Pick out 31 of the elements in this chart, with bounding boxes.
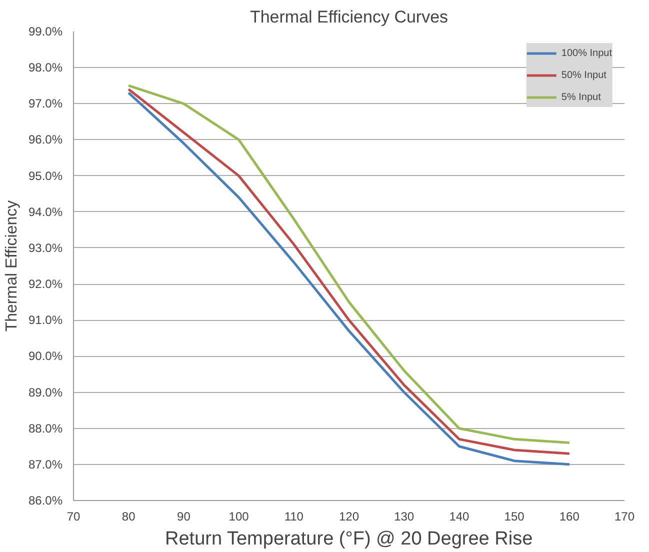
y-tick-label: 90.0% [28,349,63,364]
x-tick-label: 160 [559,510,580,524]
y-tick-label: 86.0% [28,494,63,508]
y-axis-title: Thermal Efficiency [3,200,20,332]
x-tick-label: 100 [228,510,250,524]
x-tick-label: 140 [449,510,470,524]
x-axis-title: Return Temperature (°F) @ 20 Degree Rise [165,528,533,550]
y-tick-label: 93.0% [28,240,63,255]
chart-title: Thermal Efficiency Curves [250,8,448,26]
y-tick-label: 96.0% [28,132,63,147]
y-tick-label: 88.0% [28,421,63,436]
y-tick-label: 97.0% [28,96,63,111]
y-tick-label: 99.0% [28,24,63,38]
y-tick-label: 89.0% [28,385,63,400]
legend-label: 100% Input [561,48,612,58]
x-tick-label: 90 [177,510,191,524]
y-tick-label: 94.0% [28,204,63,219]
y-tick-label: 95.0% [28,168,63,183]
y-tick-label: 92.0% [28,277,63,292]
x-tick-label: 170 [614,510,635,524]
y-tick-label: 98.0% [28,60,63,75]
x-tick-label: 120 [338,510,360,524]
x-tick-label: 110 [284,510,304,524]
x-tick-label: 80 [122,510,136,524]
x-tick-label: 130 [394,510,414,524]
x-tick-label: 150 [504,510,525,524]
y-tick-label: 91.0% [28,313,63,328]
x-tick-label: 70 [66,510,80,524]
legend-label: 50% Input [561,70,606,80]
y-tick-label: 87.0% [28,457,63,472]
legend-label: 5% Input [561,92,601,102]
